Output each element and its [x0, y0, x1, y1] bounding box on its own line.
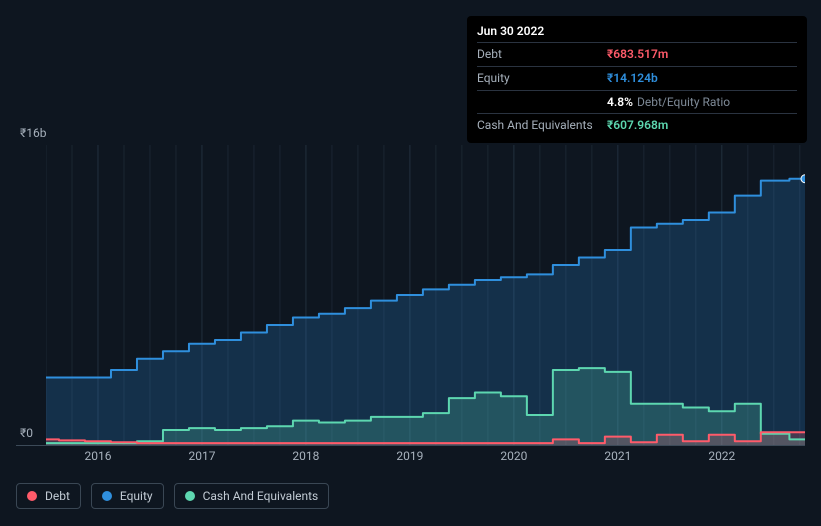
- legend-label: Equity: [120, 489, 153, 503]
- x-axis: 2016 2017 2018 2019 2020 2021 2022: [46, 449, 805, 467]
- y-label-max: ₹16b: [20, 126, 46, 140]
- legend-item[interactable]: Cash And Equivalents: [174, 483, 330, 509]
- tooltip-label: Cash And Equivalents: [477, 117, 607, 134]
- tooltip-label: Debt: [477, 46, 607, 63]
- legend: Debt Equity Cash And Equivalents: [16, 483, 329, 509]
- legend-item[interactable]: Debt: [16, 483, 81, 509]
- chart-wrapper: [16, 145, 805, 445]
- tooltip-value: 4.8%Debt/Equity Ratio: [607, 94, 730, 111]
- tooltip-rows: Debt₹683.517mEquity₹14.124b4.8%Debt/Equi…: [477, 42, 797, 137]
- x-tick: 2020: [500, 449, 527, 463]
- tooltip-row: Debt₹683.517m: [477, 42, 797, 66]
- tooltip-row: Equity₹14.124b: [477, 66, 797, 90]
- tooltip-suffix: Debt/Equity Ratio: [637, 95, 730, 109]
- legend-dot: [27, 491, 37, 501]
- legend-label: Cash And Equivalents: [203, 489, 319, 503]
- tooltip-row: Cash And Equivalents₹607.968m: [477, 113, 797, 137]
- x-tick: 2017: [188, 449, 215, 463]
- tooltip-value: ₹683.517m: [607, 46, 668, 63]
- legend-label: Debt: [45, 489, 70, 503]
- tooltip-label: Equity: [477, 70, 607, 87]
- tooltip-row: 4.8%Debt/Equity Ratio: [477, 90, 797, 114]
- tooltip-label: [477, 94, 607, 111]
- x-tick: 2018: [292, 449, 319, 463]
- x-tick: 2019: [396, 449, 423, 463]
- x-tick: 2022: [708, 449, 735, 463]
- legend-dot: [102, 491, 112, 501]
- chart-area[interactable]: [46, 145, 805, 445]
- tooltip-box: Jun 30 2022 Debt₹683.517mEquity₹14.124b4…: [467, 16, 807, 143]
- tooltip-value: ₹14.124b: [607, 70, 658, 87]
- legend-dot: [185, 491, 195, 501]
- x-tick: 2016: [84, 449, 111, 463]
- tooltip-value: ₹607.968m: [607, 117, 668, 134]
- tooltip-date: Jun 30 2022: [477, 22, 797, 42]
- x-tick: 2021: [604, 449, 631, 463]
- x-axis-line: [16, 445, 805, 446]
- legend-item[interactable]: Equity: [91, 483, 164, 509]
